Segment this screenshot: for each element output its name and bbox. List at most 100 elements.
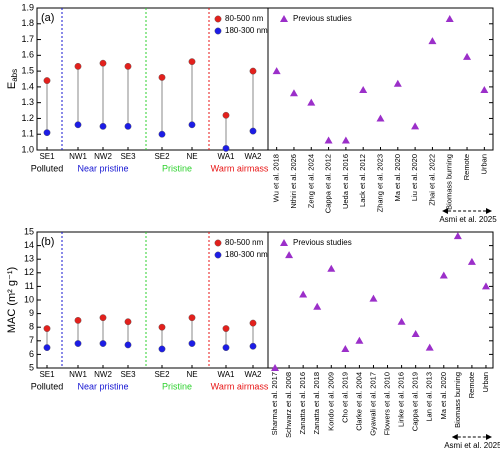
data-point: [99, 59, 107, 67]
data-point: [99, 122, 107, 130]
data-point: [74, 62, 82, 70]
x-tick-label: Clarke et al. 2004: [354, 372, 363, 431]
x-tick-label: NW2: [94, 370, 112, 379]
data-point: [313, 302, 322, 310]
data-point: [355, 336, 364, 344]
group-label: Polluted: [31, 381, 64, 391]
y-tick-label: 1.6: [21, 50, 34, 60]
data-point: [43, 129, 51, 137]
panel-label: (b): [41, 236, 54, 248]
x-tick-label: Linke et al. 2016: [397, 372, 406, 427]
x-tick-label: SE1: [39, 152, 55, 161]
data-point: [222, 111, 230, 119]
x-tick-label: NW1: [69, 370, 87, 379]
y-tick-label: 15: [24, 226, 34, 236]
data-point: [74, 340, 82, 347]
panel-label: (a): [41, 12, 54, 24]
legend-label: 180-300 nm: [225, 250, 268, 259]
data-point: [124, 341, 132, 349]
data-point: [188, 314, 196, 322]
x-tick-label: WA2: [244, 152, 262, 161]
x-tick-label: Schwarz et al. 2008: [284, 372, 293, 438]
data-point: [341, 136, 350, 144]
annotation: Asmi et al. 2025: [439, 215, 497, 224]
data-point: [467, 257, 476, 265]
y-tick-label: 1.0: [21, 144, 34, 154]
data-point: [99, 340, 107, 347]
data-point: [397, 317, 406, 325]
data-point: [285, 251, 294, 259]
x-tick-label: Remote: [462, 154, 471, 180]
x-tick-label: Cappa et al. 2012: [324, 154, 333, 213]
x-tick-label: SE2: [154, 152, 170, 161]
x-tick-label: Kondo et al. 2009: [326, 372, 335, 431]
y-axis-label-main: MAC (m² g⁻¹): [6, 267, 18, 333]
legend-label: 80-500 nm: [225, 238, 264, 247]
group-label: Near pristine: [77, 381, 128, 391]
x-tick-label: SE3: [120, 370, 136, 379]
data-point: [425, 343, 434, 351]
data-point: [124, 122, 132, 130]
legend-marker: [280, 15, 288, 22]
x-tick-label: Zhai et al. 2022: [427, 154, 436, 206]
x-tick-label: Cappa et al. 2019: [411, 372, 420, 431]
data-point: [307, 98, 316, 106]
data-point: [411, 122, 420, 130]
data-point: [376, 114, 385, 122]
plot-frame: [36, 7, 494, 151]
y-tick-label: 7: [29, 335, 34, 345]
y-tick-label: 9: [29, 308, 34, 318]
data-point: [271, 364, 280, 371]
data-point: [74, 316, 82, 324]
data-point: [124, 318, 132, 326]
data-point: [222, 145, 230, 152]
annotation: Asmi et al. 2025: [444, 441, 500, 450]
data-point: [158, 74, 166, 81]
x-tick-label: Gyawali et al. 2017: [368, 372, 377, 436]
x-tick-label: Sharma et al. 2017: [270, 372, 279, 435]
x-tick-label: SE3: [120, 152, 136, 161]
legend-label: 180-300 nm: [225, 26, 268, 35]
x-tick-label: Biomass burning: [453, 372, 462, 428]
x-tick-label: Liu et al. 2020: [410, 154, 419, 201]
x-tick-label: Zanatta et al. 2018: [312, 372, 321, 435]
group-label: Pristine: [162, 381, 192, 391]
y-tick-label: 1.3: [21, 97, 34, 107]
group-label: Pristine: [162, 163, 192, 173]
x-tick-label: Zeng et al. 2024: [306, 154, 315, 208]
data-point: [249, 127, 257, 135]
data-point: [481, 282, 490, 290]
data-point: [411, 330, 420, 337]
data-point: [43, 344, 51, 351]
data-point: [289, 89, 298, 97]
data-point: [359, 86, 368, 94]
legend-marker: [214, 27, 222, 35]
data-point: [74, 121, 82, 129]
y-tick-label: 5: [29, 362, 34, 372]
x-tick-label: Cho et al. 2019: [340, 372, 349, 423]
legend-label: Previous studies: [293, 14, 352, 23]
data-point: [43, 77, 51, 84]
x-tick-label: NW1: [69, 152, 87, 161]
x-tick-label: SE2: [154, 370, 170, 379]
data-point: [299, 290, 308, 298]
data-point: [188, 121, 196, 129]
data-point: [249, 319, 257, 327]
data-point: [272, 67, 281, 75]
x-tick-label: Ma et al. 2020: [393, 154, 402, 202]
y-tick-label: 1.5: [21, 65, 34, 75]
legend-marker: [214, 15, 222, 23]
data-point: [158, 345, 166, 353]
x-tick-label: Zhang et al. 2023: [375, 154, 384, 212]
x-tick-label: Urban: [481, 372, 490, 392]
x-tick-label: WA1: [217, 152, 235, 161]
y-tick-label: 14: [24, 240, 34, 250]
data-point: [428, 37, 437, 45]
data-point: [369, 294, 378, 302]
data-point: [188, 340, 196, 347]
y-axis-label: Eabs: [6, 69, 19, 89]
legend-label: 80-500 nm: [225, 14, 264, 23]
data-point: [158, 130, 166, 138]
group-label: Warm airmass: [211, 381, 269, 391]
